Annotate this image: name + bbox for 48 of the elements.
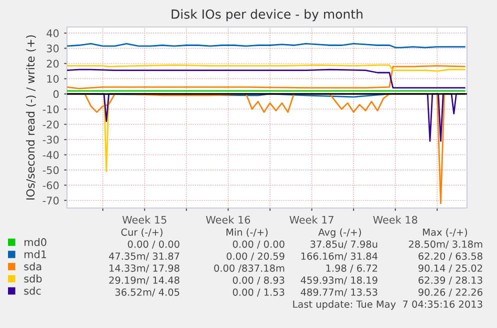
text: Last update: Tue May 7 04:35:16 2013 [293,300,482,310]
text: 62.39 / 28.13 [418,276,482,285]
text: 36.52m/ 4.05 [115,288,180,297]
legend-label: sdb [24,274,42,283]
y-tick-label: 10 [47,74,59,83]
text: 29.19m/ 14.48 [109,276,180,285]
text: Min (-/+) [226,228,268,237]
text: Max (-/+) [423,228,468,237]
y-tick-label: -20 [42,120,59,128]
y-tick-label: -70 [42,196,59,204]
x-tick-label: Week 16 [206,216,250,224]
text: 47.35m/ 31.87 [108,252,180,261]
y-tick-label: 0 [53,90,59,98]
text: 0.00 / 20.59 [226,252,284,261]
text: 62.20 / 63.58 [418,252,482,261]
text: 0.00 / 8.93 [232,276,284,285]
text: 1.98 / 6.72 [326,264,378,273]
text: 14.33m/ 17.98 [110,264,180,273]
text: 0.00 / 0.00 [232,240,284,249]
text: 166.16m/ 31.84 [301,252,378,261]
text: Avg (-/+) [318,228,361,238]
text: 0.00 / 0.00 [128,240,180,249]
text: 489.77m/ 13.53 [300,288,378,297]
legend-label: md1 [24,250,46,258]
x-tick-label: Week 18 [373,216,418,224]
y-tick-label: -60 [42,181,59,190]
legend-label: sda [24,262,42,270]
y-tick-label: -30 [42,136,59,144]
text: 37.85u/ 7.98u [310,240,378,249]
y-tick-label: -10 [42,105,59,114]
y-tick-label: 40 [46,29,59,38]
y-tick-label: 30 [46,44,59,52]
y-axis-title: IOs/second read (-) / write (+) [26,35,36,200]
text: 90.14 / 25.02 [418,264,482,273]
y-tick-label: -50 [42,166,59,174]
x-tick-label: Week 17 [290,216,334,224]
text: 28.50m/ 3.18m [408,240,482,249]
text: 0.00 /837.18m [214,264,284,273]
legend-label: sdc [24,286,41,295]
text: 90.26 / 22.26 [418,288,482,297]
text: 0.00 / 1.53 [232,288,284,297]
chart-title: Disk IOs per device - by month [172,9,362,22]
legend-label: md0 [24,238,46,246]
y-tick-label: 20 [46,60,59,68]
text: 459.93m/ 18.19 [300,276,378,285]
y-tick-label: -40 [42,150,59,159]
text: Cur (-/+) [121,228,162,237]
x-tick-label: Week 15 [122,216,166,224]
